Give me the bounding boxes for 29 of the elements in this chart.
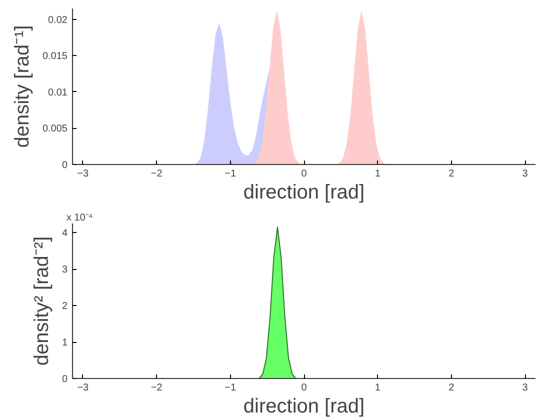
x-tick-label: 3 — [522, 168, 528, 180]
x-tick-label: −3 — [77, 382, 90, 394]
text: x 10⁻⁴ — [66, 212, 93, 224]
y-tick-label: 4 — [62, 228, 68, 240]
y-tick-label: 0.005 — [42, 124, 68, 135]
x-tick-label: 1 — [374, 168, 381, 180]
x-tick-label: −2 — [150, 168, 163, 180]
y-tick-label: 0 — [62, 374, 68, 385]
y-axis-title: density² [rad⁻²] — [30, 236, 53, 366]
y-tick-label: 0.01 — [48, 87, 68, 98]
y-tick-label: 0.02 — [48, 14, 68, 26]
x-tick-label: 1 — [374, 382, 381, 394]
y-tick-label: 2 — [62, 301, 68, 312]
x-tick-label: −2 — [150, 382, 163, 394]
x-tick-label: 0 — [301, 382, 308, 394]
x-tick-label: 2 — [448, 382, 455, 394]
x-tick-label: 2 — [448, 168, 455, 180]
y-tick-label: 0 — [62, 160, 68, 171]
x-tick-label: −1 — [224, 382, 236, 394]
x-axis-title: direction [rad] — [243, 182, 365, 204]
y-tick-label: 0.015 — [42, 51, 68, 62]
x-tick-label: 3 — [522, 382, 528, 394]
x-axis-title: direction [rad] — [243, 396, 365, 418]
x-tick-label: 0 — [301, 168, 308, 180]
x-tick-label: −1 — [224, 168, 236, 180]
x-tick-label: −3 — [77, 168, 90, 180]
y-tick-label: 3 — [62, 264, 68, 276]
y-tick-label: 1 — [62, 338, 68, 349]
y-axis-title: density [rad⁻¹] — [11, 25, 34, 148]
